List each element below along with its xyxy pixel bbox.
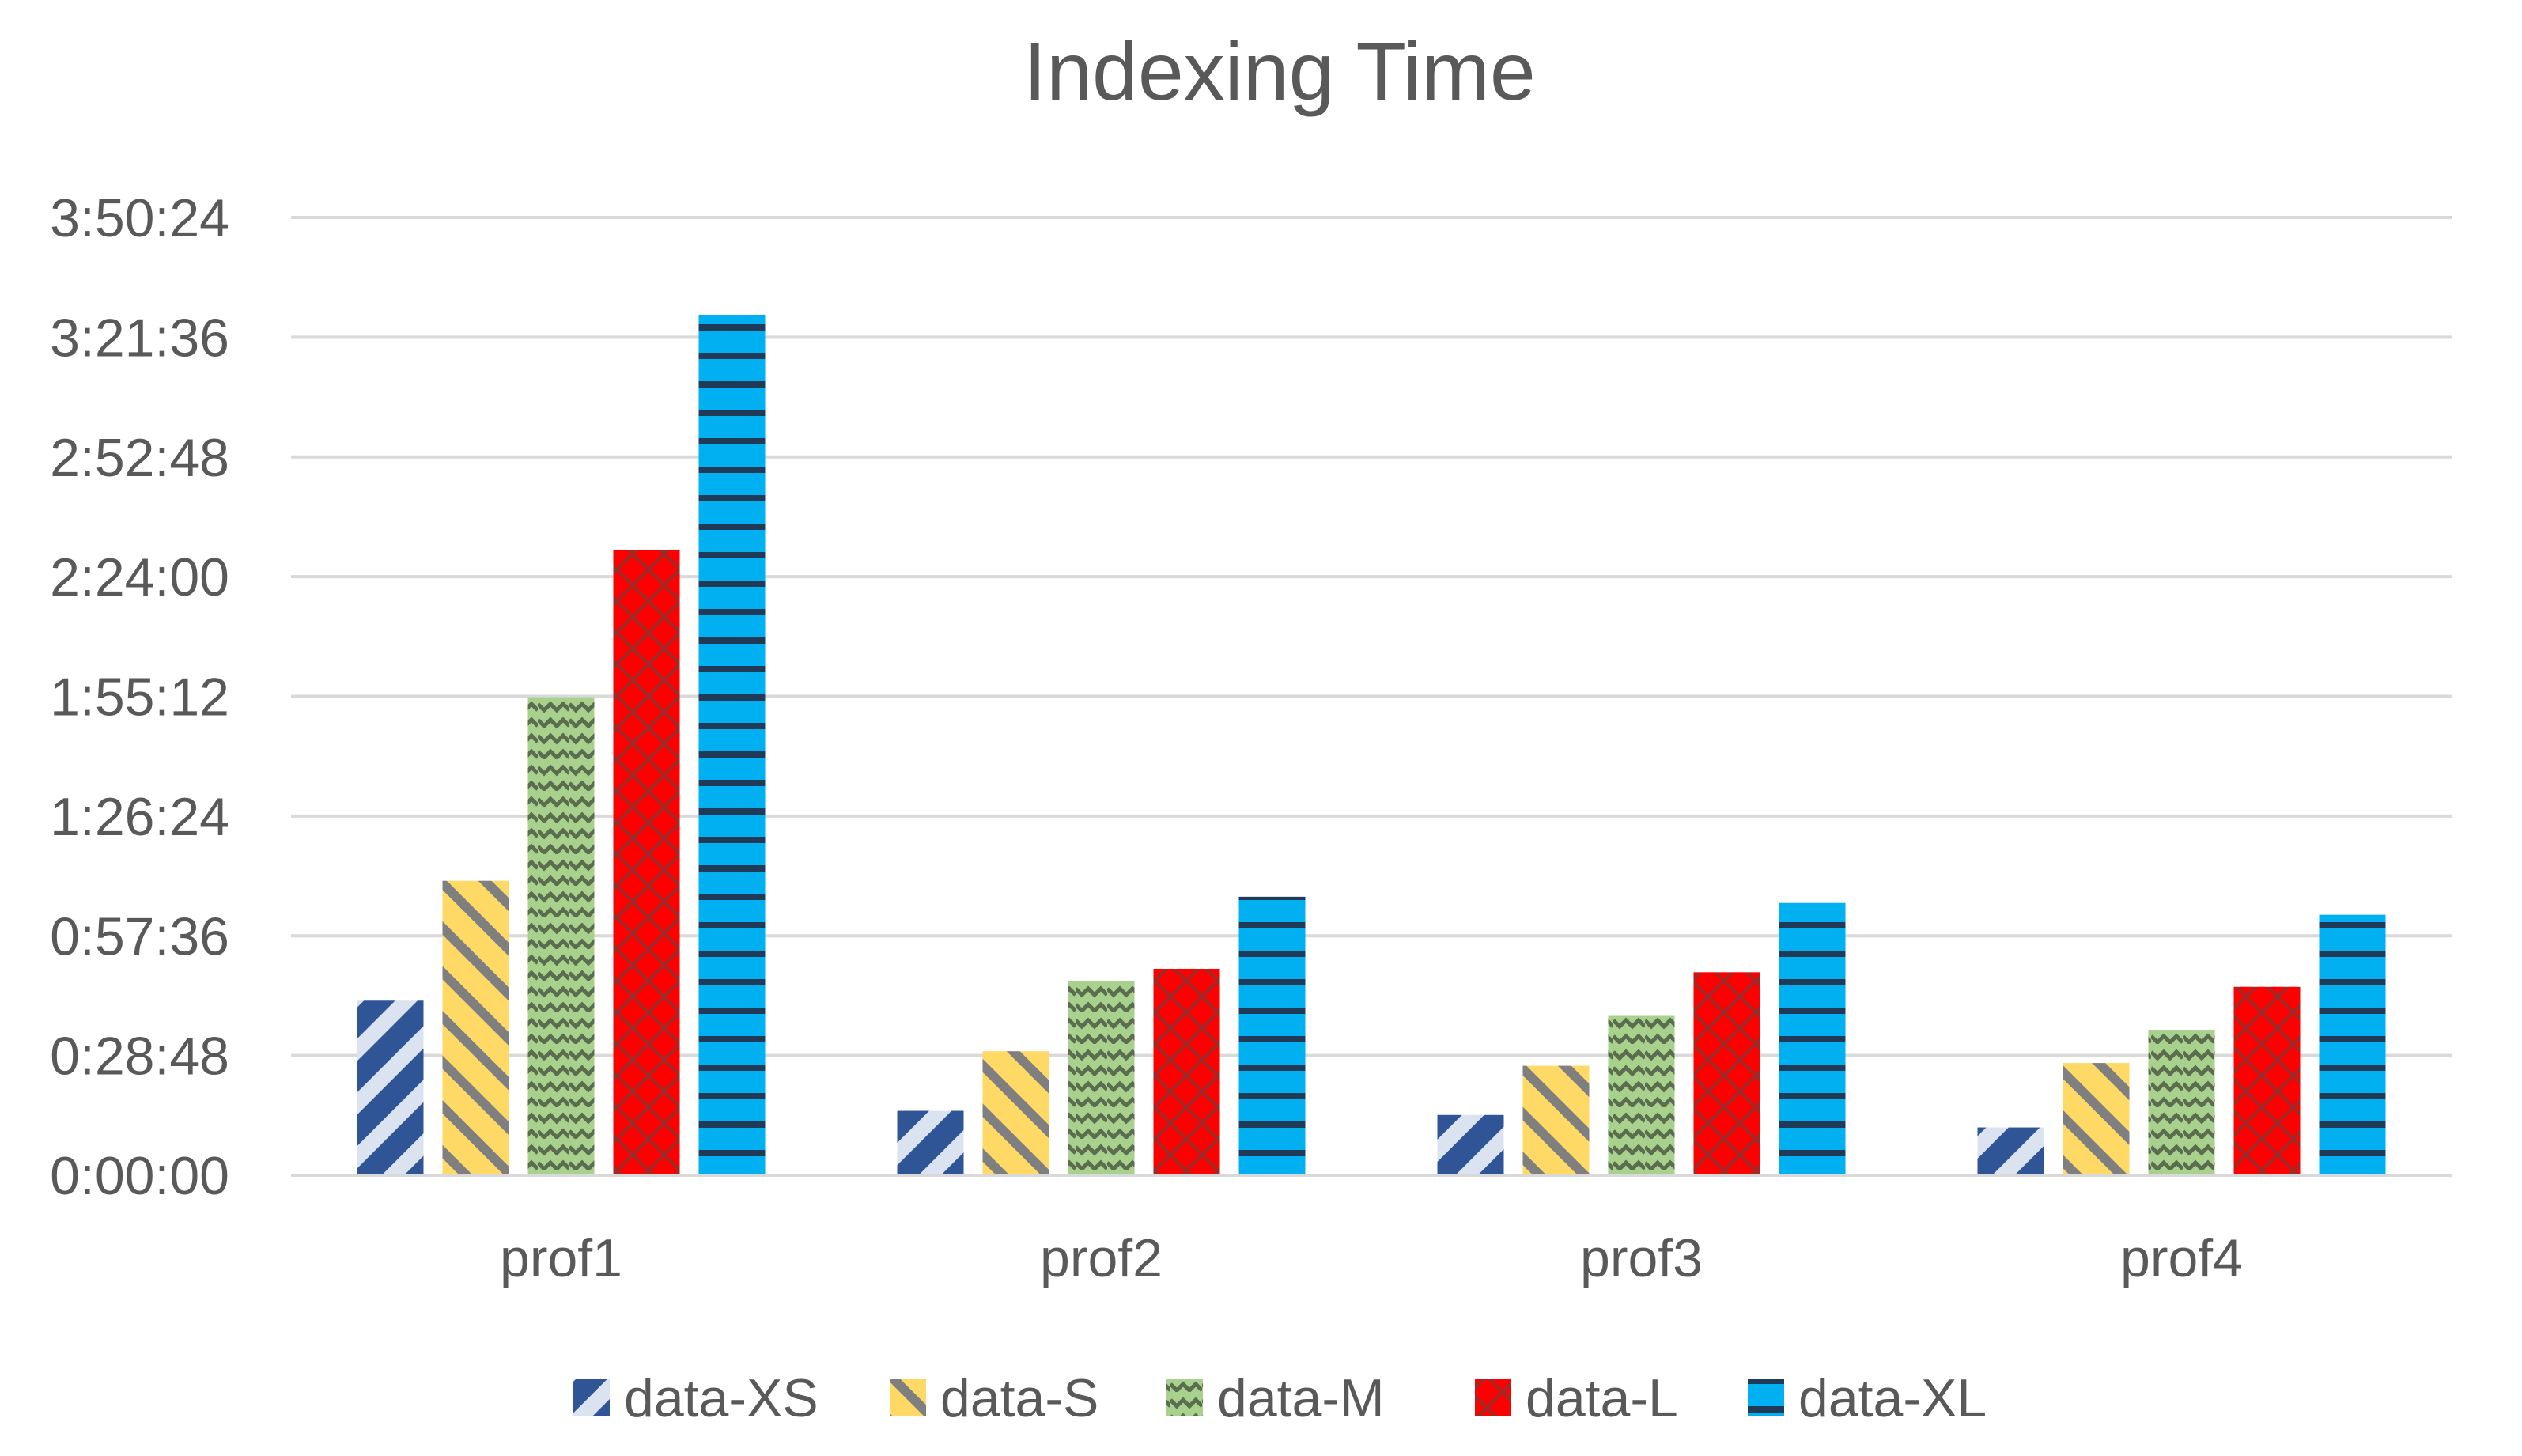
bar-data-xs-prof1 — [357, 1000, 424, 1175]
legend-label: data-S — [940, 1368, 1098, 1428]
y-tick-label: 0:28:48 — [50, 1027, 229, 1087]
y-tick-label: 3:50:24 — [50, 188, 229, 248]
x-tick-label: prof1 — [500, 1228, 622, 1288]
x-axis: prof1 prof2 prof3 prof4 — [291, 1174, 2452, 1288]
bar-data-l-prof2 — [1153, 968, 1220, 1175]
bar-data-m-prof3 — [1608, 1015, 1675, 1175]
y-tick-label: 1:55:12 — [50, 667, 229, 728]
y-tick-label: 2:52:48 — [50, 428, 229, 488]
y-tick-label: 2:24:00 — [50, 547, 229, 607]
bar-data-s-prof2 — [982, 1051, 1049, 1175]
bar-data-xl-prof4 — [2319, 914, 2386, 1175]
legend-label: data-L — [1526, 1368, 1678, 1428]
bar-data-xs-prof3 — [1437, 1114, 1504, 1175]
x-tick-label: prof2 — [1040, 1228, 1163, 1288]
bar-data-l-prof1 — [613, 549, 680, 1175]
legend-label: data-M — [1217, 1368, 1385, 1428]
bar-data-s-prof1 — [442, 880, 509, 1175]
x-tick-label: prof4 — [2120, 1228, 2243, 1288]
bar-data-s-prof4 — [2063, 1063, 2130, 1175]
legend-swatch — [1166, 1379, 1203, 1416]
bar-data-m-prof1 — [527, 697, 595, 1175]
bar-data-xl-prof2 — [1238, 896, 1306, 1175]
legend-swatch — [573, 1379, 610, 1416]
bars — [357, 314, 2386, 1175]
legend: data-XS data-S data-M data-L data-XL — [573, 1368, 1987, 1428]
legend-swatch — [1475, 1379, 1511, 1416]
bar-data-s-prof3 — [1522, 1065, 1590, 1175]
bar-data-m-prof4 — [2148, 1030, 2215, 1175]
legend-label: data-XL — [1798, 1368, 1987, 1428]
y-tick-label: 1:26:24 — [50, 787, 229, 847]
bar-data-l-prof4 — [2233, 986, 2301, 1175]
y-tick-label: 0:57:36 — [50, 906, 229, 966]
legend-swatch — [1748, 1379, 1784, 1416]
bar-data-xs-prof2 — [897, 1110, 964, 1175]
chart-title: Indexing Time — [1023, 26, 1535, 118]
y-axis-ticks: 0:00:00 0:28:48 0:57:36 1:26:24 1:55:12 2:24:… — [50, 188, 229, 1206]
x-tick-label: prof3 — [1580, 1228, 1703, 1288]
bar-data-xl-prof1 — [698, 314, 766, 1175]
bar-data-l-prof3 — [1693, 972, 1760, 1175]
bar-data-m-prof2 — [1068, 981, 1135, 1175]
bar-data-xs-prof4 — [1977, 1127, 2044, 1175]
y-tick-label: 0:00:00 — [50, 1146, 229, 1206]
y-tick-label: 3:21:36 — [50, 308, 229, 368]
legend-label: data-XS — [624, 1368, 819, 1428]
bar-data-xl-prof3 — [1779, 902, 1846, 1175]
legend-swatch — [890, 1379, 926, 1416]
